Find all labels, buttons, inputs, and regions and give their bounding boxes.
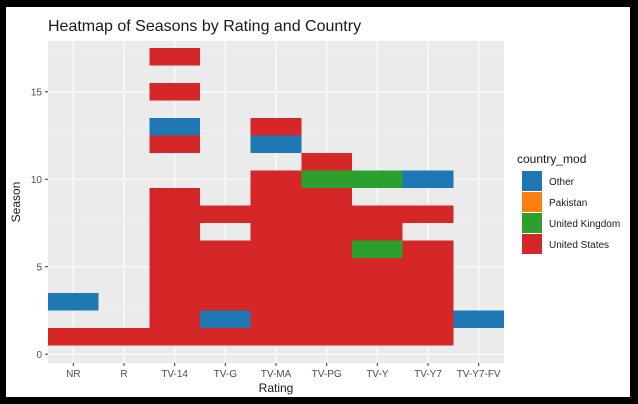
- heatmap-tile: [149, 223, 200, 241]
- legend-label: United Kingdom: [549, 219, 620, 230]
- heatmap-tiles: [48, 48, 504, 346]
- heatmap-tile: [301, 293, 352, 311]
- heatmap-tile: [200, 293, 251, 311]
- heatmap-tile: [301, 310, 352, 328]
- y-tick-label: 5: [36, 262, 42, 273]
- heatmap-tile: [200, 310, 251, 328]
- heatmap-tile: [301, 205, 352, 223]
- heatmap-tile: [149, 188, 200, 206]
- x-tick-label: TV-G: [214, 369, 238, 380]
- heatmap-tile: [250, 275, 302, 293]
- heatmap-tile: [402, 310, 454, 328]
- legend-label: United States: [549, 240, 609, 251]
- x-axis-title: Rating: [259, 381, 294, 395]
- heatmap-tile: [250, 328, 302, 346]
- heatmap-tile: [453, 310, 504, 328]
- heatmap-tile: [200, 258, 251, 276]
- heatmap-tile: [98, 328, 150, 346]
- heatmap-tile: [301, 188, 352, 206]
- heatmap-tile: [250, 118, 302, 136]
- heatmap-tile: [250, 188, 302, 206]
- heatmap-tile: [301, 328, 352, 346]
- heatmap-tile: [402, 240, 454, 258]
- heatmap-tile: [250, 223, 302, 241]
- x-axis-ticks: NR R TV-14 TV-G TV-MA TV-PG TV-Y TV-Y7 TV-Y7-FV: [66, 363, 501, 380]
- heatmap-tile: [149, 48, 200, 66]
- legend-label: Other: [549, 177, 575, 188]
- legend-swatch: [522, 171, 542, 191]
- x-tick-label: TV-Y7: [414, 369, 442, 380]
- heatmap-tile: [200, 275, 251, 293]
- heatmap-tile: [352, 205, 403, 223]
- x-tick-label: TV-Y: [366, 369, 389, 380]
- heatmap-tile: [352, 275, 403, 293]
- heatmap-tile: [301, 153, 352, 171]
- heatmap-tile: [402, 205, 454, 223]
- heatmap-chart: Heatmap of Seasons by Rating and Country…: [9, 18, 620, 395]
- heatmap-tile: [352, 170, 403, 188]
- x-tick-label: TV-PG: [312, 369, 342, 380]
- x-tick-label: NR: [66, 369, 80, 380]
- y-tick-label: 10: [31, 175, 43, 186]
- legend-swatch: [522, 234, 542, 254]
- heatmap-tile: [200, 240, 251, 258]
- x-tick-label: TV-MA: [261, 369, 292, 380]
- heatmap-tile: [250, 240, 302, 258]
- x-tick-label: TV-Y7-FV: [457, 369, 501, 380]
- heatmap-tile: [149, 328, 200, 346]
- chart-title: Heatmap of Seasons by Rating and Country: [48, 18, 361, 35]
- legend-swatch: [522, 192, 542, 212]
- heatmap-tile: [149, 275, 200, 293]
- heatmap-tile: [250, 310, 302, 328]
- heatmap-tile: [200, 328, 251, 346]
- legend-title: country_mod: [517, 152, 586, 166]
- heatmap-tile: [250, 205, 302, 223]
- chart-figure: Heatmap of Seasons by Rating and Country…: [6, 7, 630, 397]
- heatmap-tile: [301, 223, 352, 241]
- heatmap-tile: [402, 275, 454, 293]
- y-tick-label: 15: [31, 87, 43, 98]
- heatmap-tile: [149, 205, 200, 223]
- heatmap-tile: [352, 223, 403, 241]
- heatmap-tile: [352, 328, 403, 346]
- heatmap-tile: [149, 258, 200, 276]
- heatmap-tile: [48, 328, 99, 346]
- heatmap-tile: [352, 240, 403, 258]
- heatmap-tile: [250, 293, 302, 311]
- legend: country_mod Other Pakistan United Kingdom U…: [517, 152, 620, 254]
- heatmap-tile: [352, 258, 403, 276]
- y-axis-ticks: 0 5 10 15: [31, 87, 48, 361]
- heatmap-tile: [250, 135, 302, 153]
- heatmap-tile: [402, 293, 454, 311]
- heatmap-tile: [352, 293, 403, 311]
- y-tick-label: 0: [36, 350, 42, 361]
- heatmap-tile: [402, 258, 454, 276]
- heatmap-tile: [149, 310, 200, 328]
- y-axis-title: Season: [9, 182, 23, 223]
- heatmap-tile: [149, 118, 200, 136]
- heatmap-tile: [301, 258, 352, 276]
- heatmap-tile: [301, 170, 352, 188]
- heatmap-tile: [402, 328, 454, 346]
- heatmap-tile: [301, 240, 352, 258]
- x-tick-label: TV-14: [161, 369, 188, 380]
- heatmap-tile: [149, 293, 200, 311]
- heatmap-tile: [149, 83, 200, 101]
- heatmap-tile: [352, 310, 403, 328]
- legend-label: Pakistan: [549, 198, 587, 209]
- heatmap-tile: [149, 240, 200, 258]
- heatmap-tile: [301, 275, 352, 293]
- legend-swatch: [522, 213, 542, 233]
- x-tick-label: R: [120, 369, 127, 380]
- heatmap-tile: [149, 135, 200, 153]
- heatmap-tile: [200, 205, 251, 223]
- heatmap-tile: [250, 170, 302, 188]
- heatmap-tile: [250, 258, 302, 276]
- heatmap-tile: [402, 170, 454, 188]
- heatmap-tile: [48, 293, 99, 311]
